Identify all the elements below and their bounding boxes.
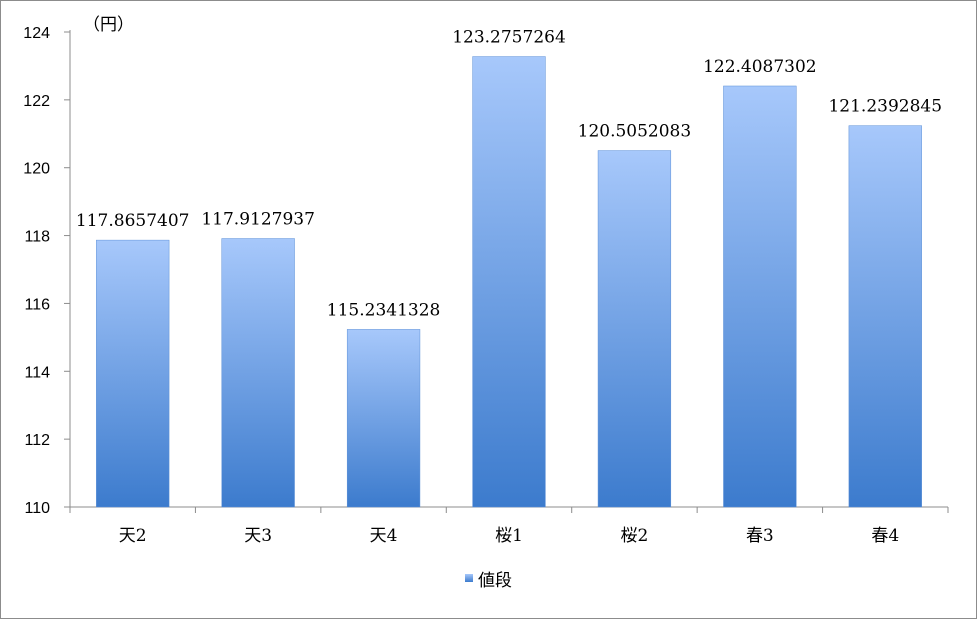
y-tick-label: 110 [24,500,50,517]
data-label: 120.5052083 [578,122,692,142]
x-tick-label: 天4 [370,526,398,546]
y-tick-label: 114 [24,364,50,381]
data-label: 121.2392845 [828,97,942,117]
bar [848,125,922,508]
data-label: 123.2757264 [452,28,566,48]
data-label: 115.2341328 [327,300,441,320]
x-tick-label: 春3 [746,526,774,546]
y-axis: 110 112 114 116 118 120 122 124 [23,25,71,517]
data-labels: 117.8657407 117.9127937 115.2341328 123.275… [76,28,942,321]
y-unit-label: （円） [83,15,134,35]
data-label: 122.4087302 [703,57,817,77]
bar [96,239,170,508]
bar [346,329,421,508]
data-label: 117.9127937 [201,210,315,230]
y-tick-label: 122 [23,93,50,110]
y-tick-label: 112 [24,432,50,449]
bar [597,150,672,508]
x-tick-label: 桜1 [495,526,523,546]
bars [96,56,922,508]
bar [472,56,546,508]
data-label: 117.8657407 [76,211,190,231]
y-tick-label: 120 [23,161,50,178]
x-tick-label: 天3 [244,526,272,546]
x-tick-label: 春4 [871,526,899,546]
x-axis: 天2 天3 天4 桜1 桜2 春3 春4 [69,506,949,546]
bar [221,238,295,508]
x-tick-label: 桜2 [621,526,649,546]
y-tick-label: 124 [23,25,50,42]
legend: 値段 [465,571,512,591]
legend-swatch [465,574,473,582]
x-tick-label: 天2 [119,526,147,546]
y-tick-label: 116 [24,296,50,313]
y-tick-label: 118 [24,229,50,246]
bar [723,85,797,508]
legend-label: 値段 [478,571,512,591]
